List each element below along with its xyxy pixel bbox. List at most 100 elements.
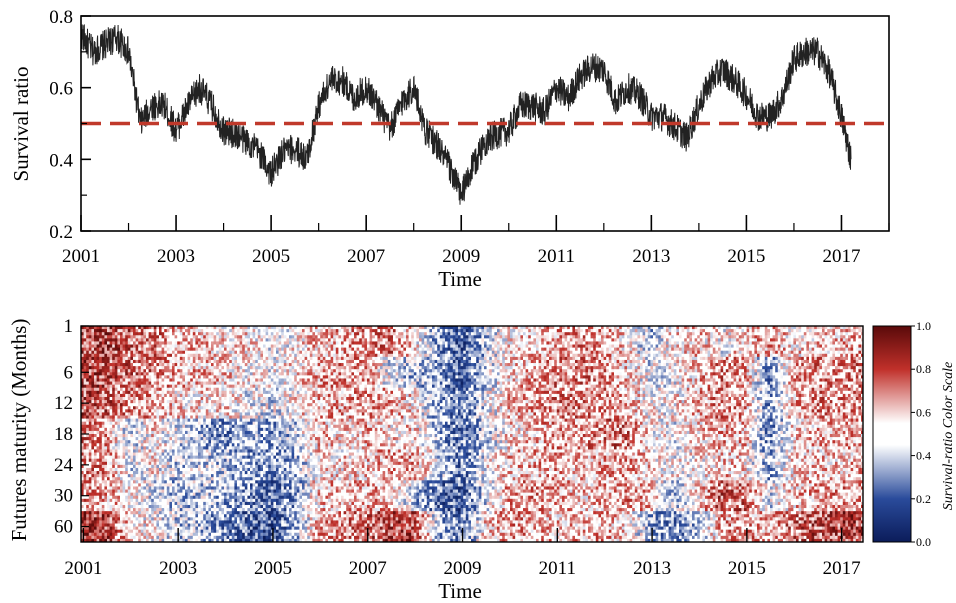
heatmap-cell [97, 533, 100, 536]
heatmap-cell [146, 434, 149, 437]
heatmap-cell [237, 505, 240, 508]
heatmap-cell [159, 520, 162, 523]
heatmap-cell [102, 345, 105, 348]
heatmap-cell [84, 505, 87, 508]
heatmap-cell [110, 366, 113, 369]
heatmap-cell [141, 523, 144, 526]
heatmap-cell [258, 428, 261, 431]
heatmap-cell [141, 348, 144, 351]
heatmap-cell [136, 437, 139, 440]
heatmap-cell [242, 446, 245, 449]
heatmap-cell [221, 486, 224, 489]
heatmap-cell [263, 366, 266, 369]
heatmap-cell [167, 453, 170, 456]
heatmap-cell [193, 462, 196, 465]
heatmap-cell [245, 474, 248, 477]
heatmap-cell [260, 508, 263, 511]
heatmap-cell [203, 341, 206, 344]
heatmap-cell [216, 536, 219, 539]
heatmap-cell [221, 517, 224, 520]
heatmap-cell [229, 486, 232, 489]
heatmap-cell [104, 453, 107, 456]
heatmap-cell [149, 502, 152, 505]
heatmap-cell [84, 366, 87, 369]
heatmap-cell [237, 533, 240, 536]
heatmap-cell [94, 329, 97, 332]
heatmap-cell [136, 419, 139, 422]
heatmap-cell [188, 449, 191, 452]
heatmap-cell [120, 378, 123, 381]
heatmap-cell [159, 369, 162, 372]
heatmap-cell [260, 388, 263, 391]
heatmap-cell [224, 477, 227, 480]
heatmap-cell [156, 480, 159, 483]
heatmap-cell [130, 477, 133, 480]
heatmap-cell [110, 437, 113, 440]
heatmap-cell [123, 338, 126, 341]
heatmap-cell [219, 468, 222, 471]
heatmap-cell [198, 391, 201, 394]
heatmap-cell [136, 453, 139, 456]
heatmap-cell [221, 419, 224, 422]
heatmap-cell [193, 471, 196, 474]
heatmap-cell [180, 348, 183, 351]
heatmap-cell [224, 366, 227, 369]
heatmap-cell [107, 511, 110, 514]
heatmap-cell [188, 335, 191, 338]
heatmap-cell [123, 527, 126, 530]
heatmap-cell [156, 443, 159, 446]
heatmap-cell [94, 493, 97, 496]
heatmap-cell [120, 446, 123, 449]
heatmap-cell [232, 527, 235, 530]
heatmap-cell [201, 490, 204, 493]
heatmap-cell [260, 496, 263, 499]
heatmap-cell [128, 332, 131, 335]
heatmap-cell [91, 341, 94, 344]
heatmap-cell [185, 372, 188, 375]
heatmap-cell [125, 496, 128, 499]
heatmap-cell [224, 341, 227, 344]
heatmap-cell [89, 345, 92, 348]
heatmap-cell [99, 490, 102, 493]
heatmap-cell [84, 348, 87, 351]
heatmap-cell [227, 378, 230, 381]
heatmap-cell [99, 511, 102, 514]
heatmap-cell [227, 449, 230, 452]
heatmap-cell [151, 480, 154, 483]
heatmap-cell [130, 375, 133, 378]
heatmap-cell [84, 459, 87, 462]
heatmap-cell [263, 486, 266, 489]
heatmap-cell [117, 446, 120, 449]
heatmap-cell [91, 329, 94, 332]
heatmap-cell [214, 440, 217, 443]
heatmap-cell [84, 341, 87, 344]
heatmap-cell [146, 357, 149, 360]
heatmap-cell [162, 517, 165, 520]
heatmap-cell [203, 511, 206, 514]
heatmap-cell [86, 453, 89, 456]
heatmap-cell [84, 385, 87, 388]
heatmap-cell [253, 375, 256, 378]
heatmap-cell [128, 474, 131, 477]
heatmap-cell [263, 338, 266, 341]
heatmap-cell [104, 412, 107, 415]
heatmap-cell [89, 499, 92, 502]
heatmap-cell [201, 440, 204, 443]
heatmap-cell [198, 449, 201, 452]
heatmap-cell [169, 483, 172, 486]
heatmap-cell [162, 397, 165, 400]
heatmap-cell [198, 378, 201, 381]
heatmap-cell [242, 471, 245, 474]
heatmap-cell [232, 409, 235, 412]
heatmap-cell [182, 505, 185, 508]
heatmap-cell [120, 357, 123, 360]
heatmap-cell [234, 443, 237, 446]
heatmap-cell [240, 437, 243, 440]
heatmap-cell [136, 335, 139, 338]
heatmap-cell [110, 468, 113, 471]
heatmap-cell [219, 490, 222, 493]
heatmap-cell [133, 508, 136, 511]
heatmap-cell [216, 332, 219, 335]
heatmap-cell [253, 345, 256, 348]
heatmap-cell [198, 415, 201, 418]
